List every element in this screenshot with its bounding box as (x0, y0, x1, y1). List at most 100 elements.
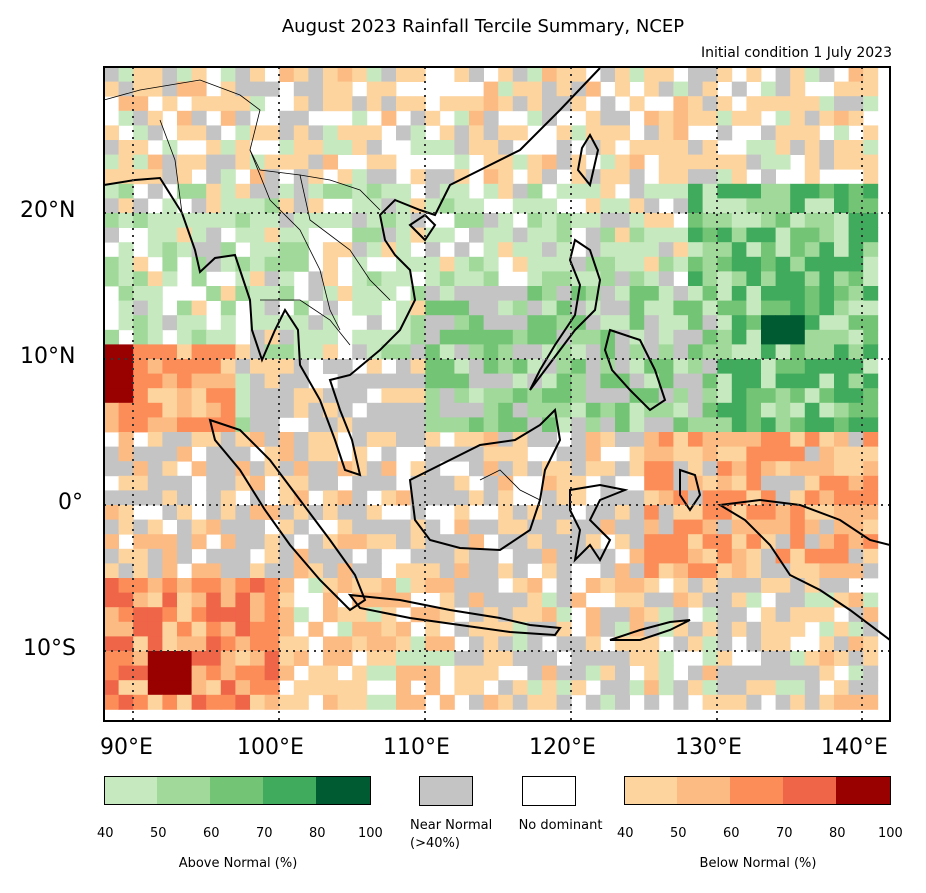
grid-cell (585, 169, 601, 185)
grid-cell (293, 96, 309, 112)
grid-cell (585, 665, 601, 681)
grid-cell (366, 198, 382, 214)
grid-cell (337, 96, 353, 112)
grid-cell (118, 636, 134, 652)
grid-cell (819, 548, 835, 564)
grid-cell (118, 446, 134, 462)
grid-cell (104, 373, 119, 389)
grid-cell (673, 359, 689, 374)
grid-cell (410, 169, 426, 185)
grid-cell (279, 505, 295, 520)
grid-cell (366, 548, 382, 564)
grid-cell (834, 286, 849, 301)
grid-cell (337, 636, 353, 652)
grid-cell (454, 329, 470, 345)
grid-cell (804, 286, 820, 301)
grid-cell (819, 344, 835, 360)
grid-cell (834, 110, 849, 126)
grid-cell (323, 680, 338, 696)
grid-cell (542, 665, 557, 681)
grid-cell (147, 563, 163, 579)
grid-cell (206, 592, 222, 608)
grid-cell (220, 578, 236, 593)
grid-cell (279, 271, 295, 287)
grid-cell (673, 680, 689, 696)
grid-cell (571, 67, 587, 82)
grid-cell (629, 213, 645, 228)
grid-cell (615, 110, 630, 126)
grid-cell (644, 534, 660, 550)
grid-cell (162, 490, 178, 506)
grid-cell (673, 140, 689, 155)
grid-cell (483, 636, 499, 652)
grid-cell (658, 183, 674, 199)
grid-cell (308, 81, 324, 97)
grid-cell (819, 256, 835, 272)
below-swatch-4 (783, 776, 836, 805)
grid-cell (264, 125, 280, 141)
grid-cell (702, 344, 718, 360)
grid-cell (512, 461, 528, 477)
grid-cell (308, 183, 324, 199)
grid-cell (804, 475, 820, 491)
grid-cell (775, 475, 791, 491)
grid-cell (834, 227, 849, 243)
grid-cell (206, 169, 222, 185)
grid-cell (775, 432, 791, 447)
grid-cell (658, 271, 674, 287)
grid-cell (702, 183, 718, 199)
grid-cell (133, 651, 149, 666)
grid-cell (352, 505, 368, 520)
grid-cell (104, 548, 119, 564)
grid-cell (658, 81, 674, 97)
grid-cell (527, 183, 543, 199)
grid-cell (863, 256, 879, 272)
grid-cell (761, 227, 776, 243)
grid-cell (206, 154, 222, 170)
grid-cell (527, 110, 543, 126)
grid-cell (556, 96, 572, 112)
grid-cell (206, 213, 222, 228)
grid-cell (162, 373, 178, 389)
grid-cell (542, 607, 557, 623)
grid-cell (235, 519, 251, 535)
grid-cell (425, 344, 441, 360)
grid-cell (177, 417, 192, 433)
grid-cell (410, 563, 426, 579)
grid-cell (250, 475, 265, 491)
grid-cell (702, 213, 718, 228)
grid-cell (454, 505, 470, 520)
grid-cell (439, 592, 455, 608)
grid-cell (366, 563, 382, 579)
grid-cell (439, 227, 455, 243)
grid-cell (323, 359, 338, 374)
grid-cell (673, 315, 689, 331)
grid-cell (512, 432, 528, 447)
grid-cell (250, 461, 265, 477)
above-tick-80: 80 (309, 826, 326, 841)
grid-cell (556, 665, 572, 681)
grid-cell (542, 694, 557, 710)
grid-cell (542, 154, 557, 170)
grid-cell (834, 213, 849, 228)
grid-cell (731, 183, 747, 199)
grid-cell (585, 242, 601, 258)
grid-cell (293, 519, 309, 535)
grid-cell (439, 198, 455, 214)
grid-cell (381, 578, 397, 593)
grid-cell (804, 271, 820, 287)
grid-cell (673, 286, 689, 301)
grid-cell (104, 154, 119, 170)
grid-cell (279, 432, 295, 447)
grid-cell (264, 154, 280, 170)
grid-cell (834, 446, 849, 462)
grid-cell (644, 140, 660, 155)
grid-cell (863, 636, 879, 652)
grid-cell (337, 694, 353, 710)
grid-cell (293, 125, 309, 141)
grid-cell (250, 578, 265, 593)
grid-cell (542, 388, 557, 404)
grid-cell (483, 315, 499, 331)
grid-cell (615, 256, 630, 272)
grid-cell (279, 125, 295, 141)
